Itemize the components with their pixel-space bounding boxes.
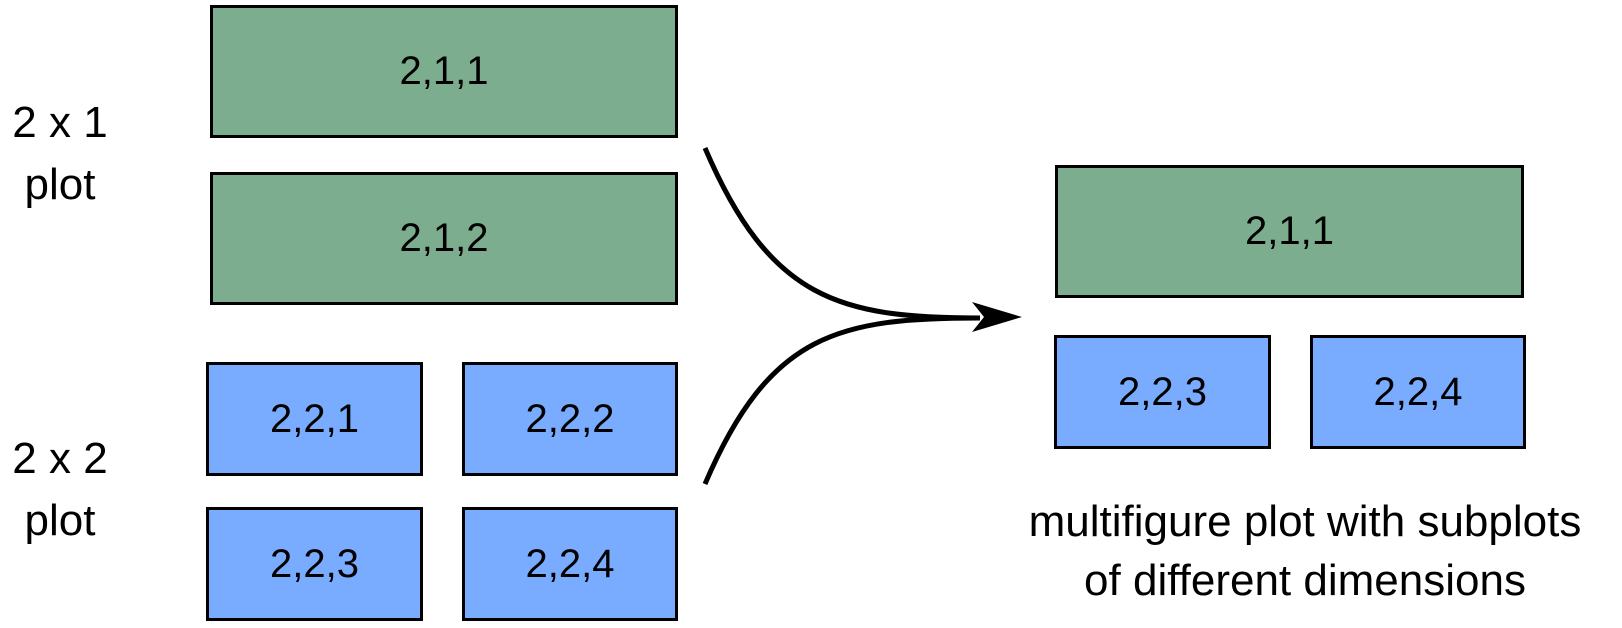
lower-curve-arrow-line [702, 315, 981, 485]
arrowhead-icon [972, 302, 1022, 332]
label-2x2-plot: 2 x 2 plot [0, 428, 120, 552]
label-2x2-line2: plot [24, 496, 96, 545]
caption-line2: of different dimensions [1084, 556, 1526, 605]
panel-label: 2,2,1 [270, 396, 359, 441]
label-2x1-plot: 2 x 1 plot [0, 92, 120, 216]
panel-label: 2,1,1 [1245, 209, 1334, 253]
panel-2-1-1-left: 2,1,1 [210, 5, 678, 138]
upper-curve-arrow-line [702, 147, 981, 321]
panel-2-2-3-left: 2,2,3 [206, 507, 423, 621]
panel-2-2-2-left: 2,2,2 [462, 362, 678, 476]
panel-2-2-4-left: 2,2,4 [462, 507, 678, 621]
panel-label: 2,2,4 [1373, 369, 1463, 414]
label-2x1-line1: 2 x 1 [12, 98, 108, 147]
panel-label: 2,2,3 [270, 541, 359, 586]
label-2x2-line1: 2 x 2 [12, 434, 108, 483]
panel-2-2-4-right: 2,2,4 [1310, 335, 1526, 449]
panel-2-2-1-left: 2,2,1 [206, 362, 423, 476]
panel-label: 2,1,1 [399, 49, 489, 93]
panel-2-2-3-right: 2,2,3 [1054, 335, 1271, 449]
caption-line1: multifigure plot with subplots [1028, 497, 1582, 546]
panel-label: 2,2,2 [525, 396, 615, 441]
panel-2-1-2-left: 2,1,2 [210, 172, 678, 305]
diagram-caption: multifigure plot with subplots of differ… [985, 492, 1622, 610]
panel-label: 2,2,4 [525, 541, 615, 586]
panel-2-1-1-right: 2,1,1 [1055, 165, 1524, 298]
label-2x1-line2: plot [24, 160, 96, 209]
panel-label: 2,1,2 [399, 216, 489, 260]
panel-label: 2,2,3 [1118, 369, 1207, 414]
